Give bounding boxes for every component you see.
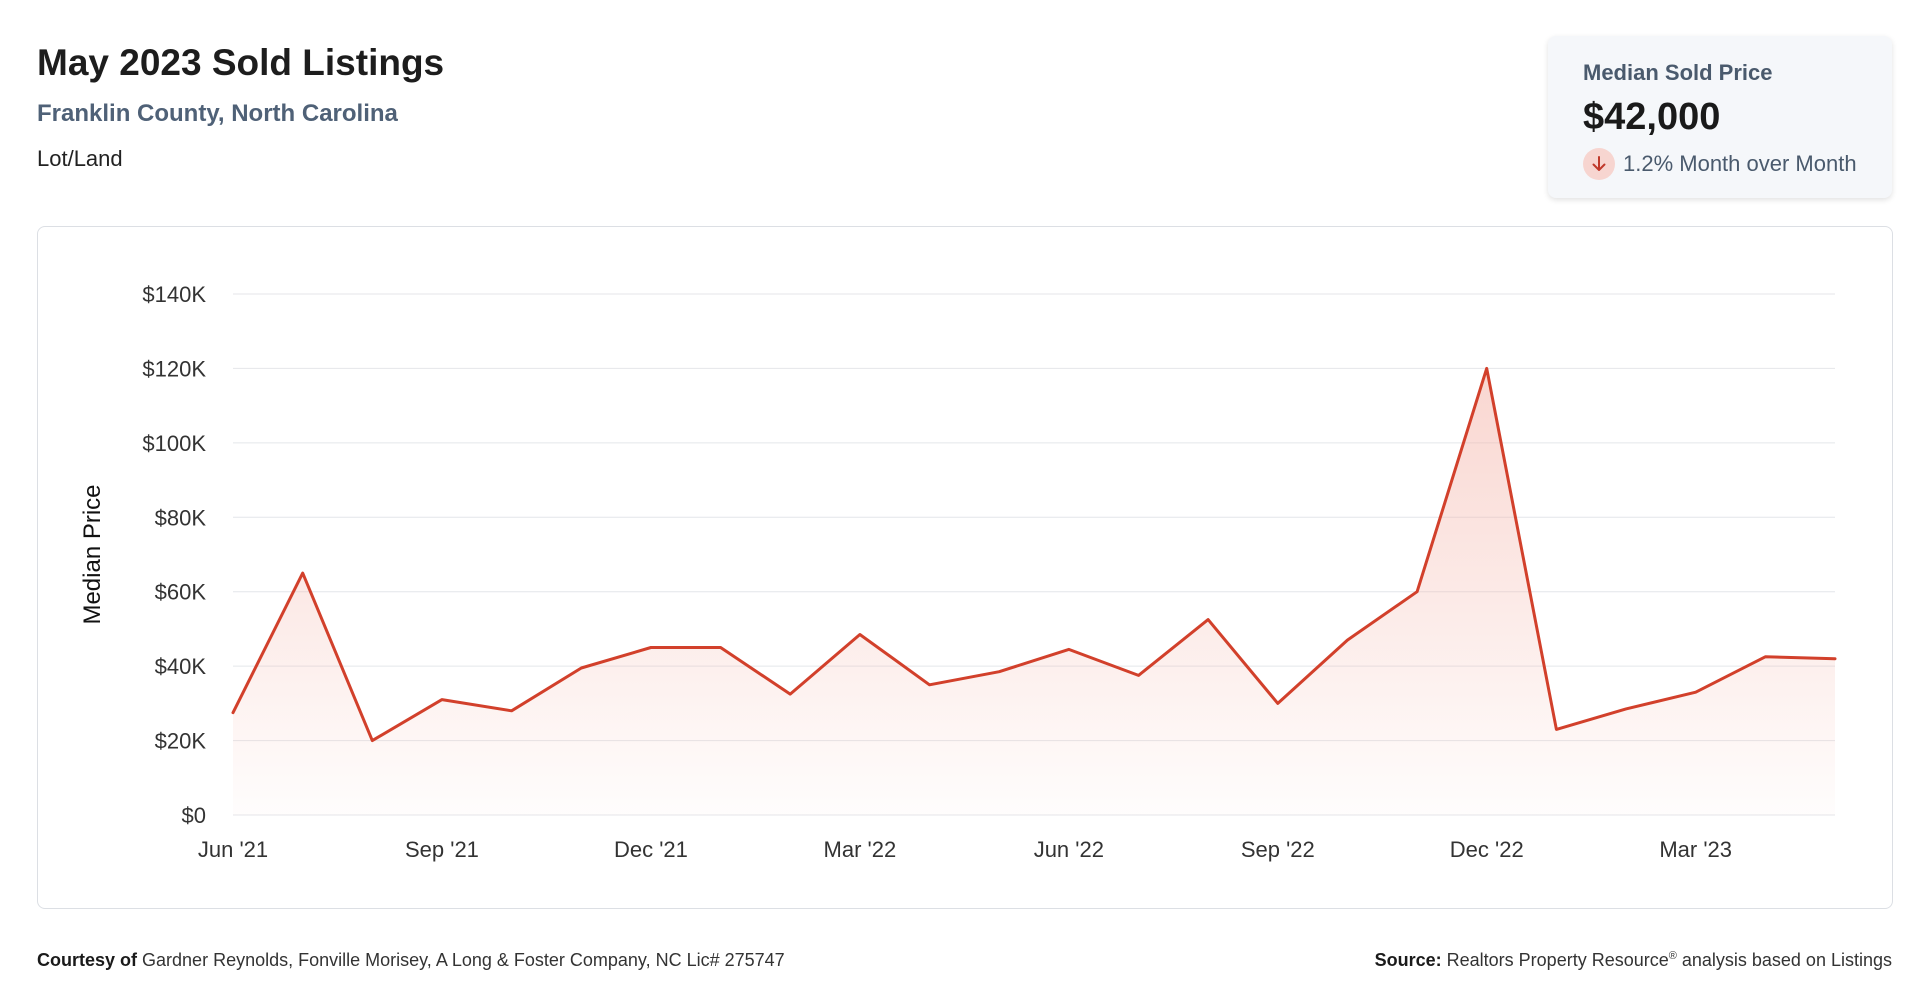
y-tick-label: $20K (155, 729, 207, 754)
x-tick-label: Mar '23 (1659, 837, 1732, 862)
data-point (649, 646, 653, 650)
data-point (1833, 657, 1837, 661)
median-price-chart: $0 $20K $40K $60K $80K $100K $120K $140K Jun '21… (79, 282, 1837, 862)
source-label: Source: (1374, 950, 1442, 970)
y-tick-label: $40K (155, 654, 207, 679)
x-tick-label: Dec '21 (614, 837, 688, 862)
stat-value: $42,000 (1583, 96, 1721, 138)
y-axis-label: Median Price (79, 484, 106, 624)
data-point (1276, 701, 1280, 705)
y-tick-label: $140K (142, 282, 206, 307)
data-point (928, 683, 932, 687)
stat-label: Median Sold Price (1583, 60, 1773, 85)
data-point (1136, 673, 1140, 677)
y-tick-label: $0 (182, 803, 206, 828)
data-point (1415, 590, 1419, 594)
data-point (788, 692, 792, 696)
y-tick-label: $120K (142, 356, 206, 381)
data-point (579, 666, 583, 670)
stat-change-text: 1.2% Month over Month (1623, 151, 1857, 176)
x-tick-label: Sep '21 (405, 837, 479, 862)
y-tick-label: $60K (155, 580, 207, 605)
page-title: May 2023 Sold Listings (37, 42, 445, 83)
data-point (231, 711, 235, 715)
courtesy-footer: Courtesy of Gardner Reynolds, Fonville M… (37, 950, 785, 971)
property-type-label: Lot/Land (37, 146, 123, 171)
data-point (1067, 647, 1071, 651)
source-text: Realtors Property Resource (1446, 950, 1669, 970)
data-point (440, 698, 444, 702)
median-sold-price-card: Median Sold Price $42,000 1.2% Month ove… (1548, 36, 1892, 198)
stat-change: 1.2% Month over Month (1583, 148, 1857, 180)
series-line (231, 366, 1837, 743)
courtesy-label: Courtesy of (37, 950, 138, 970)
data-point (858, 633, 862, 637)
data-point (370, 739, 374, 743)
source-suffix: analysis based on Listings (1681, 950, 1892, 970)
x-tick-label: Jun '22 (1034, 837, 1104, 862)
series-area (233, 368, 1835, 815)
courtesy-text: Gardner Reynolds, Fonville Morisey, A Lo… (142, 950, 785, 970)
data-point (997, 670, 1001, 674)
y-tick-label: $100K (142, 431, 206, 456)
x-tick-label: Sep '22 (1241, 837, 1315, 862)
data-point (1624, 707, 1628, 711)
data-point (1345, 638, 1349, 642)
data-point (1763, 655, 1767, 659)
chart-container: $0 $20K $40K $60K $80K $100K $120K $140K Jun '21… (37, 226, 1893, 909)
data-point (510, 709, 514, 713)
data-point (1206, 618, 1210, 622)
data-point (1554, 727, 1558, 731)
arrow-down-icon (1583, 148, 1615, 180)
data-point (1694, 690, 1698, 694)
x-tick-label: Jun '21 (198, 837, 268, 862)
y-tick-label: $80K (155, 505, 207, 530)
data-point (1485, 366, 1489, 370)
x-tick-label: Mar '22 (824, 837, 897, 862)
data-point (301, 571, 305, 575)
location-subtitle: Franklin County, North Carolina (37, 100, 398, 127)
registered-mark: ® (1668, 950, 1677, 962)
data-point (719, 646, 723, 650)
x-tick-label: Dec '22 (1450, 837, 1524, 862)
source-footer: Source: Realtors Property Resource® anal… (1375, 950, 1892, 971)
